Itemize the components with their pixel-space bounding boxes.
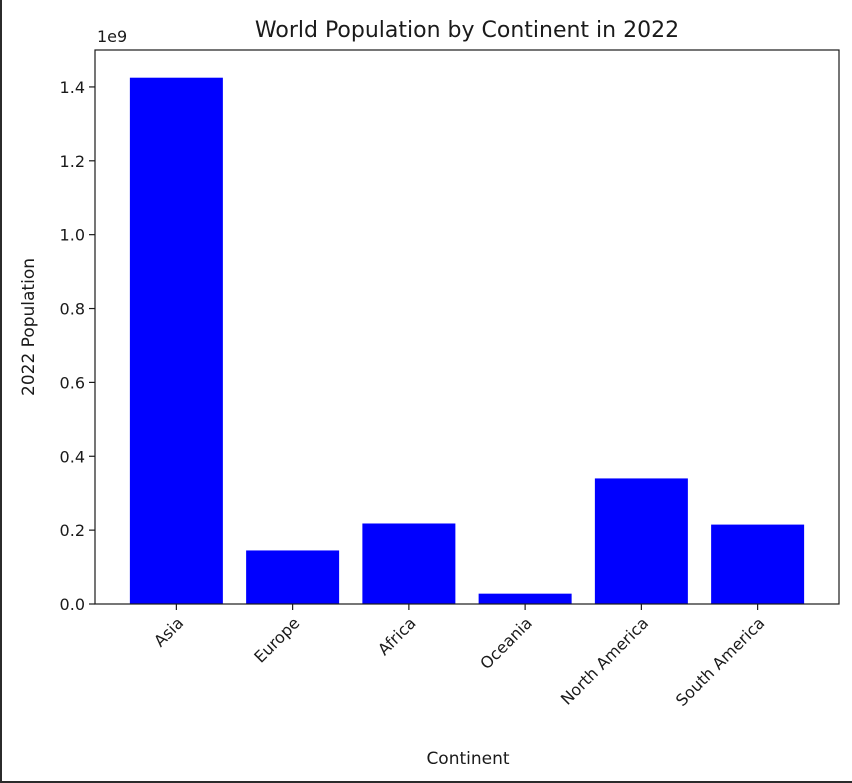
y-offset-label: 1e9 [97,27,127,46]
bar-oceania [478,593,572,604]
bar-north-america [594,478,688,604]
y-tick-label: 1.2 [60,152,85,171]
y-tick-label: 1.4 [60,78,85,97]
plot-area-frame [94,49,840,605]
x-tick-label: Europe [250,613,303,666]
x-axis-ticks: Asia Europe Africa Oceania North America Sout… [150,604,768,710]
bar-south-america [711,524,805,604]
y-tick-label: 0.8 [60,300,85,319]
x-tick-label: South America [672,613,769,710]
bars-group [129,77,805,604]
y-axis-label: 2022 Population [19,258,39,396]
x-tick-label: North America [557,613,652,708]
x-tick-label: Asia [150,613,187,650]
bar-asia [129,77,223,604]
x-tick-label: Oceania [476,613,536,673]
x-tick-label: Africa [374,613,420,659]
bar-africa [362,523,456,604]
bar-europe [246,550,340,604]
y-tick-label: 0.2 [60,521,85,540]
chart-title: World Population by Continent in 2022 [255,18,679,43]
y-tick-label: 0.6 [60,373,85,392]
y-tick-label: 0.0 [60,595,85,614]
x-axis-label: Continent [426,749,509,769]
y-axis-ticks: 0.0 0.2 0.4 0.6 0.8 1.0 1.2 1.4 [60,78,95,614]
y-tick-label: 0.4 [60,447,85,466]
y-tick-label: 1.0 [60,226,85,245]
